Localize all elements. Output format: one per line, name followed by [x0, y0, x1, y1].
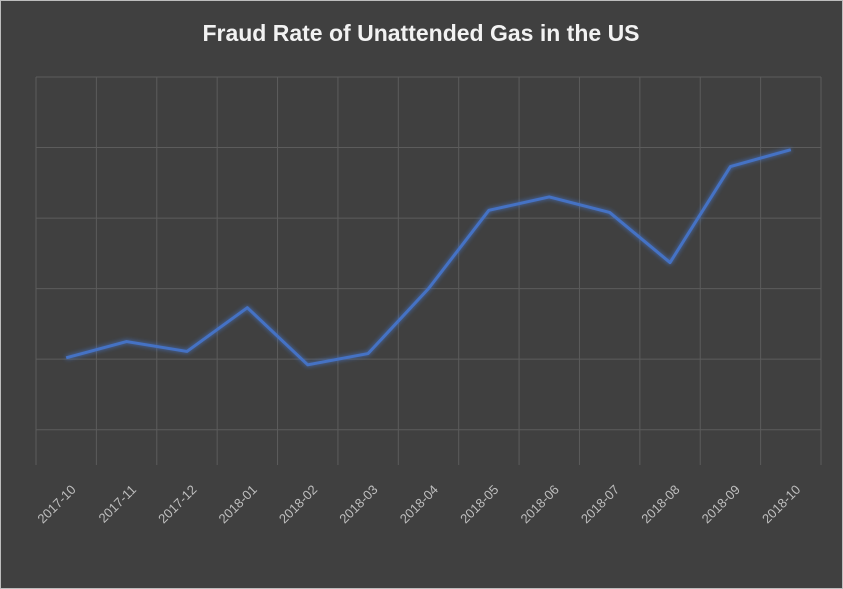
chart-title: Fraud Rate of Unattended Gas in the US — [202, 20, 639, 46]
data-line — [65, 148, 792, 367]
